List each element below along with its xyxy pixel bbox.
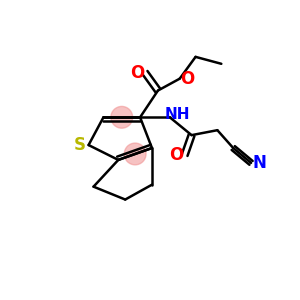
Text: S: S	[74, 136, 86, 154]
Text: O: O	[169, 146, 184, 164]
Circle shape	[111, 106, 133, 128]
Text: N: N	[252, 154, 266, 172]
Circle shape	[124, 143, 146, 165]
Text: NH: NH	[165, 107, 190, 122]
Text: O: O	[181, 70, 195, 88]
Text: O: O	[130, 64, 144, 82]
